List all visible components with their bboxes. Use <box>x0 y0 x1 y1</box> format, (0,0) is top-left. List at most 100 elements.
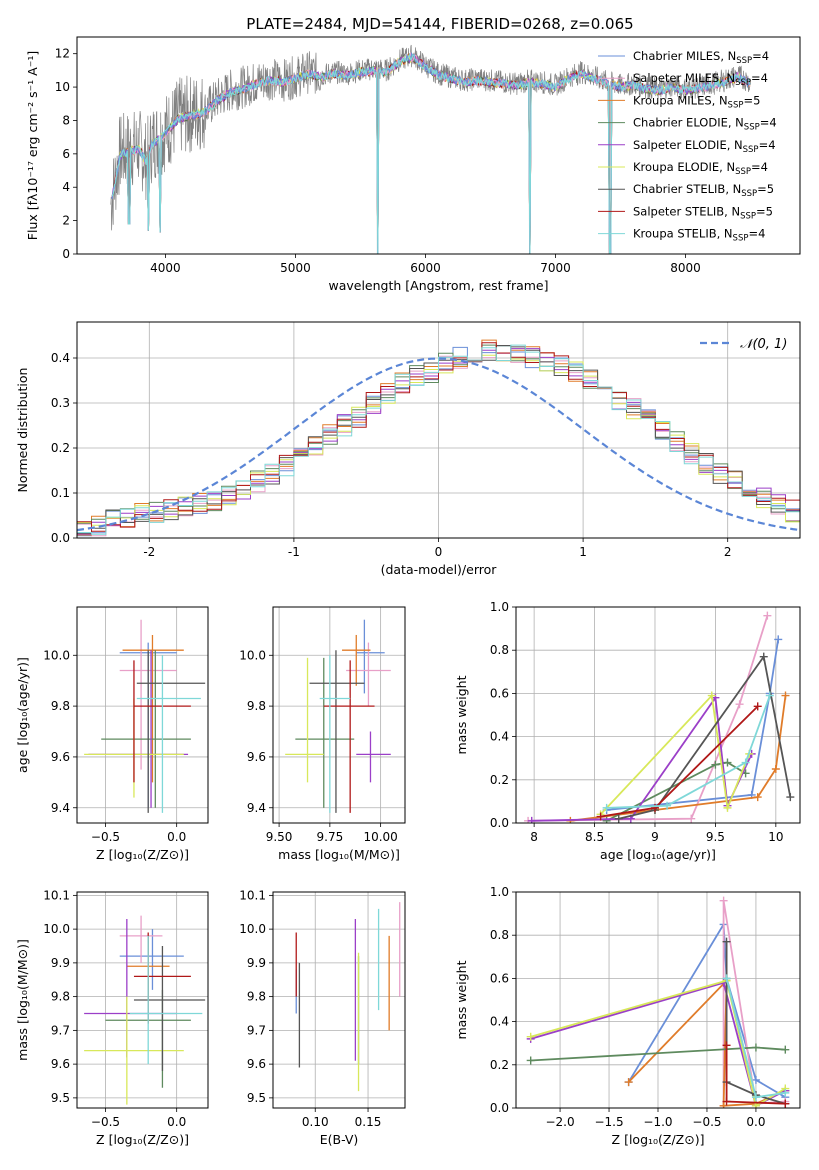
weight-marker <box>719 896 728 905</box>
x-tick-label: −1.0 <box>643 1115 672 1129</box>
x-tick-label: 8.5 <box>585 830 604 844</box>
weight-marker <box>759 652 768 661</box>
y-tick-label: 0.6 <box>490 971 509 985</box>
y-tick-label: 9.8 <box>51 990 70 1004</box>
axes-residuals: -2 -1 0 1 2 0.0 0.1 0.2 0.3 0.4 (data-model)/error… <box>15 321 801 577</box>
errorbar-point <box>88 650 189 808</box>
x-tick-label: 4000 <box>150 261 181 275</box>
y-axis-label: mass [log₁₀(M/M⊙)] <box>15 939 30 1061</box>
x-tick-label: −2.0 <box>545 1115 574 1129</box>
legend-entry: Chabrier MILES, NSSP=4 <box>633 49 769 66</box>
weight-marker <box>786 793 795 802</box>
weight-marker <box>723 803 732 812</box>
axes-frame <box>272 891 406 1109</box>
x-tick-label: 0.0 <box>167 1115 186 1129</box>
y-tick-label: 9.8 <box>51 699 70 713</box>
y-tick-label: 0.6 <box>490 686 509 700</box>
legend-text: Salpeter STELIB, N <box>633 204 740 218</box>
weight-marker <box>614 814 623 823</box>
legend-suffix: =5 <box>756 204 773 218</box>
y-tick-label: 10.0 <box>43 922 70 936</box>
weight-marker <box>763 611 772 620</box>
y-axis-label: Flux [fλ10⁻¹⁷ erg cm⁻² s⁻¹ A⁻¹] <box>25 51 40 240</box>
y-tick-label: 10.0 <box>239 922 266 936</box>
weight-line-4 <box>530 981 786 1108</box>
y-tick-label: 9.9 <box>247 956 266 970</box>
weight-marker <box>751 1043 760 1052</box>
model-line-0 <box>111 51 751 254</box>
y-tick-label: 1.0 <box>490 885 509 899</box>
weight-marker <box>526 1056 535 1065</box>
plot-area-residuals <box>77 339 800 538</box>
axes-spectrum: 4000 5000 6000 7000 8000 0 2 4 6 8 10 12 wavelength … <box>25 36 801 293</box>
weight-marker <box>722 1041 731 1050</box>
y-tick-label: 9.4 <box>247 801 266 815</box>
weight-marker <box>781 1099 790 1108</box>
legend-entry: Salpeter MILES, NSSP=4 <box>633 71 768 88</box>
legend-suffix: =4 <box>748 227 765 241</box>
legend-subscript: SSP <box>728 100 744 110</box>
errorbar-point <box>319 655 351 813</box>
axes-age-vs-Z: −0.5 0.0 9.4 9.6 9.8 10.0 Z [log₁₀(Z/Z⊙)] age [… <box>15 606 209 862</box>
weight-marker <box>602 803 611 812</box>
x-axis-label: Z [log₁₀(Z/Z⊙)] <box>96 1132 189 1147</box>
y-axis-label: mass weight <box>454 675 469 754</box>
weight-marker <box>722 974 731 983</box>
axes-mass-vs-EBV: 0.10 0.15 9.5 9.6 9.7 9.8 9.9 10.0 10.1 E(B-V) <box>239 888 406 1147</box>
errorbar-point <box>136 650 206 813</box>
x-tick-label: 0.10 <box>302 1115 329 1129</box>
legend-subscript: SSP <box>735 78 751 88</box>
weight-marker <box>765 691 774 700</box>
y-tick-label: 0.4 <box>490 1015 509 1029</box>
y-tick-label: 0.1 <box>51 486 70 500</box>
y-tick-label: 2 <box>62 214 70 228</box>
y-tick-label: 0.0 <box>490 1101 509 1115</box>
x-tick-label: 9.75 <box>317 830 344 844</box>
y-tick-label: 4 <box>62 180 70 194</box>
normal-curve <box>77 357 800 532</box>
axes-mass-weight-vs-Z: −2.0 −1.5 −1.0 −0.5 0.0 0.0 0.2 0.4 0.6 0.8 1.0 Z [… <box>454 885 801 1147</box>
weight-marker <box>711 760 720 769</box>
plot-area-spectrum <box>110 44 751 254</box>
x-tick-label: 9 <box>651 830 659 844</box>
weight-marker <box>781 691 790 700</box>
errorbar-point <box>122 634 184 783</box>
legend-subscript: SSP <box>733 234 749 244</box>
errorbar-point <box>309 650 365 813</box>
y-tick-label: 9.4 <box>51 801 70 815</box>
weight-marker <box>722 937 731 946</box>
weight-marker <box>741 758 750 767</box>
errorbar-point <box>133 946 206 1071</box>
model-line-8 <box>111 53 751 254</box>
weight-line-0 <box>606 639 780 811</box>
x-tick-label: 6000 <box>410 261 441 275</box>
y-tick-label: 0.8 <box>490 928 509 942</box>
x-tick-label: 0 <box>435 545 443 559</box>
x-axis-label: E(B-V) <box>320 1132 359 1147</box>
y-tick-label: 9.5 <box>247 1091 266 1105</box>
legend-subscript: SSP <box>741 189 757 199</box>
weight-marker <box>602 816 611 823</box>
weight-marker <box>650 803 659 812</box>
legend-text: Salpeter ELODIE, N <box>633 138 743 152</box>
axes-frame <box>76 36 801 255</box>
weight-marker <box>722 1097 731 1106</box>
y-axis-label: age [log₁₀(age/yr)] <box>15 657 30 773</box>
y-tick-label: 9.8 <box>247 990 266 1004</box>
plot-area-age-vs-mass <box>285 619 391 813</box>
weight-line-6 <box>618 654 792 820</box>
weight-marker <box>735 700 744 709</box>
histogram-7 <box>77 342 800 538</box>
x-tick-label: 7000 <box>540 261 571 275</box>
y-tick-label: 0.2 <box>490 773 509 787</box>
errorbar-point <box>295 657 355 808</box>
legend-entry: Chabrier ELODIE, NSSP=4 <box>633 116 777 133</box>
legend-text: Chabrier MILES, N <box>633 49 736 63</box>
errorbar-point <box>119 929 184 990</box>
weight-marker <box>771 765 780 773</box>
weight-marker <box>781 1045 790 1054</box>
axes-frame <box>272 606 406 824</box>
legend-entry: Salpeter ELODIE, NSSP=4 <box>633 138 776 155</box>
errorbar-point <box>342 634 371 686</box>
y-tick-label: 10.0 <box>43 648 70 662</box>
